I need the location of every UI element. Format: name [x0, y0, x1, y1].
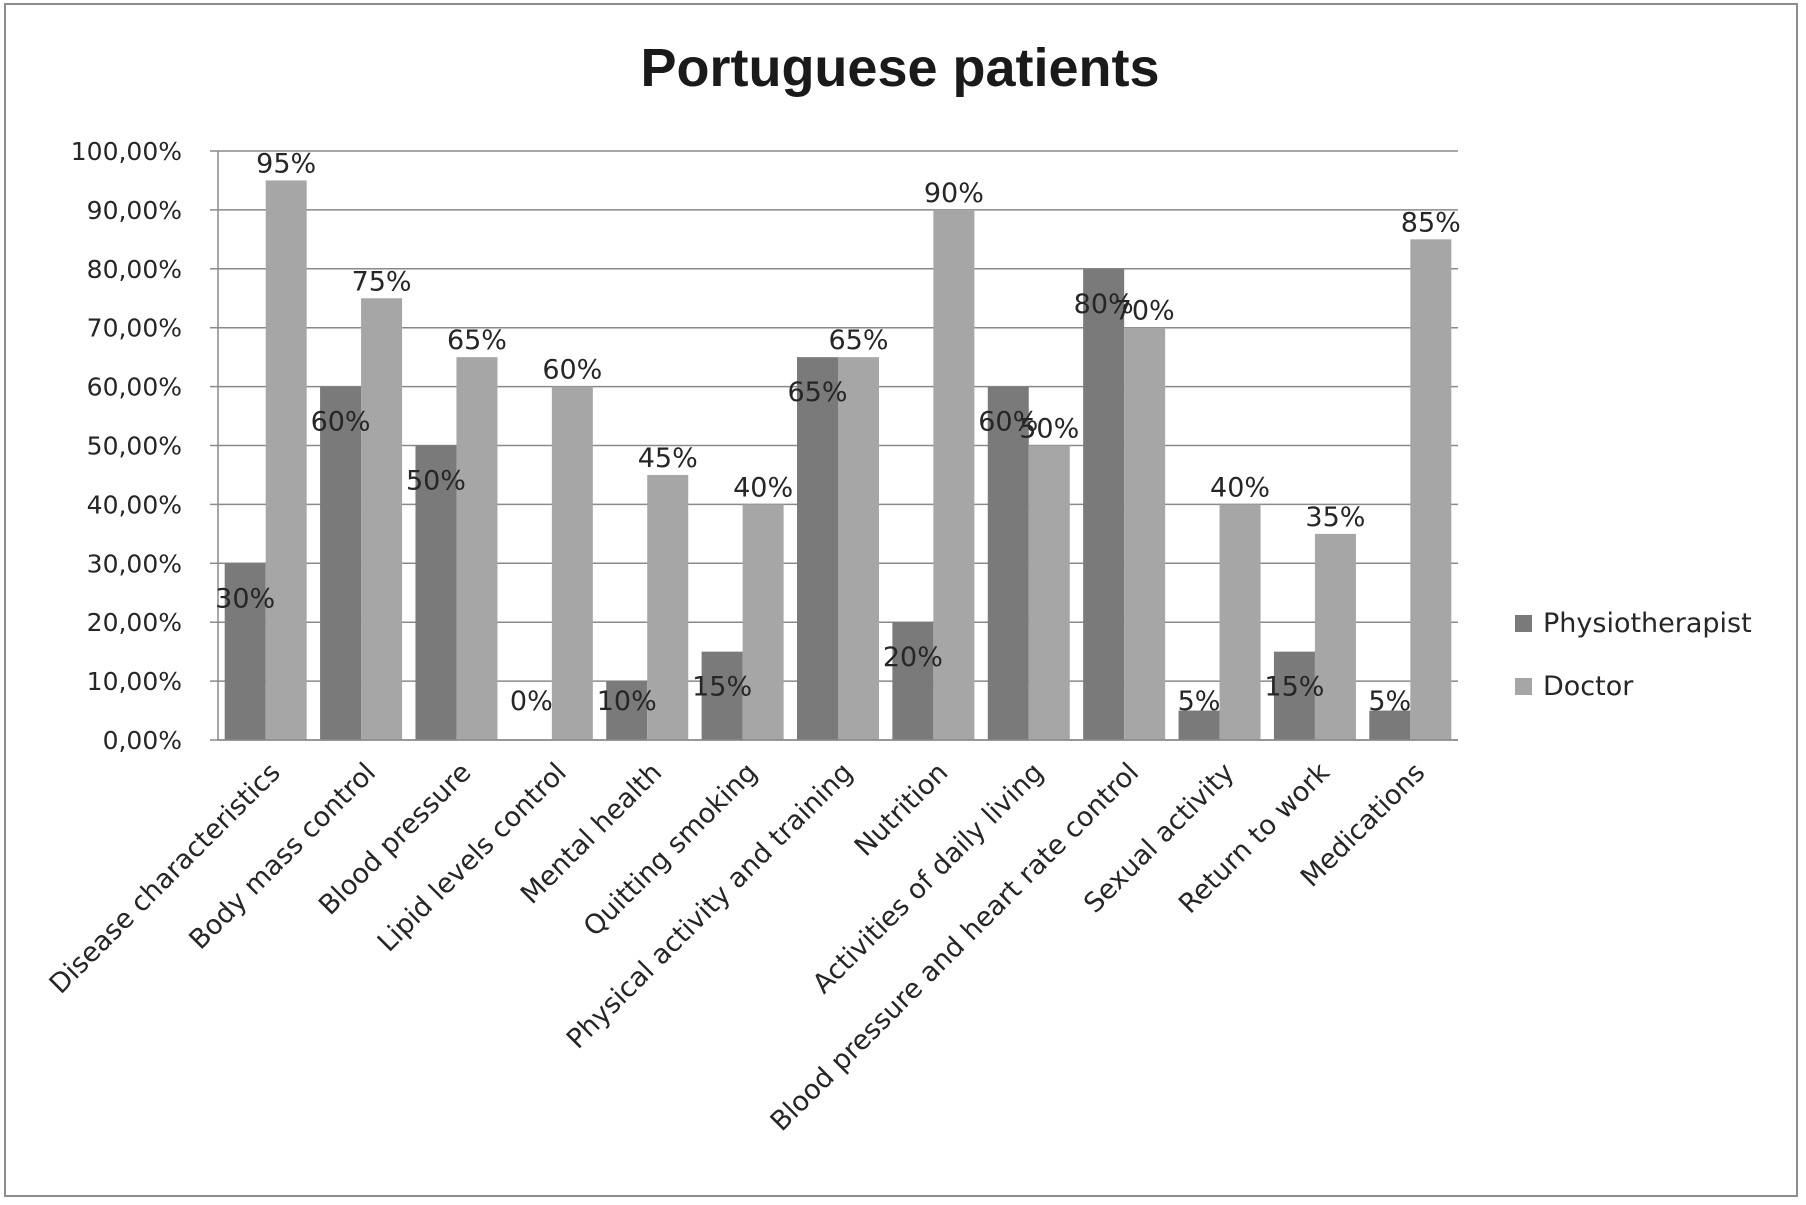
data-label-doctor: 75% — [352, 266, 412, 297]
data-label-doctor: 50% — [1019, 414, 1079, 445]
data-label-physiotherapist: 5% — [1368, 686, 1411, 717]
data-labels: 30% 95% 60% 75% 50% 65% 0% 60% 10% 45% 15% 40% 65% 65… — [215, 148, 1461, 717]
data-label-physiotherapist: 10% — [597, 686, 657, 717]
y-tick-label: 0,00% — [103, 726, 182, 755]
bar-physiotherapist — [797, 357, 838, 740]
data-label-doctor: 65% — [828, 325, 888, 356]
bar-doctor — [1124, 327, 1166, 740]
bar-doctor — [838, 357, 879, 740]
data-label-doctor: 40% — [733, 472, 793, 503]
data-label-doctor: 35% — [1305, 502, 1365, 533]
data-label-physiotherapist: 60% — [978, 407, 1038, 438]
data-label-doctor: 85% — [1401, 207, 1461, 238]
data-label-doctor: 95% — [256, 148, 316, 179]
y-tick-label: 70,00% — [87, 314, 182, 343]
legend-swatch — [1515, 678, 1532, 695]
legend-label: Doctor — [1543, 671, 1634, 702]
y-tick-label: 50,00% — [87, 432, 182, 461]
y-tick-label: 60,00% — [87, 373, 182, 402]
data-label-physiotherapist: 60% — [311, 407, 371, 438]
bar-doctor — [1219, 504, 1261, 740]
data-label-physiotherapist: 20% — [883, 642, 943, 673]
chart-title: Portuguese patients — [640, 38, 1159, 98]
data-label-physiotherapist: 50% — [406, 466, 466, 497]
data-label-doctor: 60% — [542, 355, 602, 386]
axes — [217, 151, 1458, 741]
category-label: Lipid levels control — [372, 757, 573, 958]
data-label-physiotherapist: 30% — [215, 583, 275, 614]
y-tick-label: 90,00% — [87, 196, 182, 225]
legend-label: Physiotherapist — [1543, 608, 1752, 639]
data-label-doctor: 90% — [924, 178, 984, 209]
legend-swatch — [1515, 615, 1532, 632]
data-label-physiotherapist: 0% — [510, 686, 553, 717]
bar-doctor — [1314, 533, 1356, 740]
y-axis-ticks: 0,00% 10,00% 20,00% 30,00% 40,00% 50,00% 60,00… — [71, 137, 182, 755]
bar-doctor — [265, 180, 307, 740]
bar-physiotherapist — [415, 445, 457, 740]
data-label-physiotherapist: 5% — [1178, 686, 1221, 717]
bar-physiotherapist — [892, 622, 934, 740]
bar-doctor — [1410, 239, 1452, 740]
bar-doctor — [456, 357, 498, 740]
bar-doctor — [742, 504, 784, 740]
y-tick-label: 30,00% — [87, 549, 182, 578]
data-label-physiotherapist: 65% — [787, 377, 847, 408]
y-tick-label: 20,00% — [87, 608, 182, 637]
bar-doctor — [647, 474, 689, 740]
data-label-doctor: 65% — [447, 325, 507, 356]
bar-physiotherapist — [606, 681, 648, 740]
data-label-physiotherapist: 80% — [1074, 289, 1134, 320]
data-label-doctor: 45% — [638, 443, 698, 474]
y-tick-label: 80,00% — [87, 255, 182, 284]
bar-doctor — [551, 386, 593, 740]
category-label: Quitting smoking — [578, 757, 764, 943]
data-label-doctor: 70% — [1115, 296, 1175, 327]
legend: Physiotherapist Doctor — [1515, 608, 1752, 702]
bar-physiotherapist — [701, 651, 743, 740]
bar-physiotherapist — [224, 563, 266, 740]
bar-doctor — [1028, 445, 1070, 740]
bar-physiotherapist — [987, 386, 1029, 740]
y-tick-label: 100,00% — [71, 137, 182, 166]
data-label-doctor: 40% — [1210, 472, 1270, 503]
data-label-physiotherapist: 15% — [692, 672, 752, 703]
bar-physiotherapist — [320, 386, 362, 740]
y-tick-label: 10,00% — [87, 667, 182, 696]
bar-physiotherapist — [1369, 710, 1411, 740]
bar-physiotherapist — [1178, 710, 1220, 740]
y-tick-label: 40,00% — [87, 490, 182, 519]
bars — [224, 180, 1452, 740]
bar-doctor — [361, 298, 403, 740]
category-label: Body mass control — [183, 757, 382, 956]
bar-physiotherapist — [1083, 268, 1125, 740]
bar-doctor — [933, 209, 975, 740]
data-label-physiotherapist: 15% — [1264, 672, 1324, 703]
bar-physiotherapist — [1273, 651, 1315, 740]
